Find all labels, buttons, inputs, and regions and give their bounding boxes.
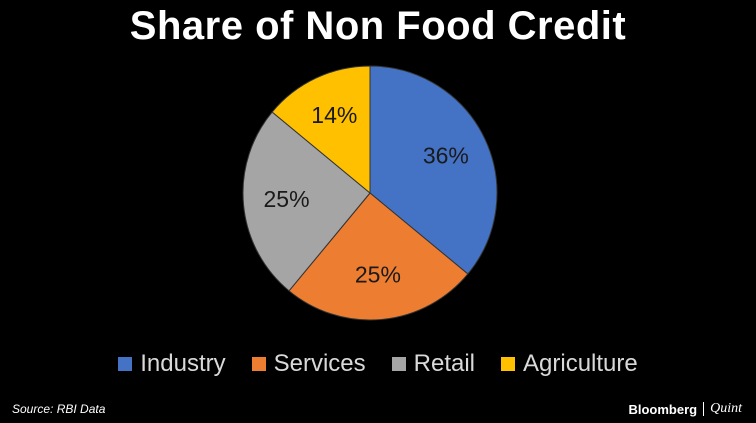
pie-slice-services bbox=[288, 192, 469, 321]
legend-item-industry: Industry bbox=[118, 350, 226, 378]
legend-label: Services bbox=[273, 350, 366, 377]
legend-swatch bbox=[391, 357, 406, 371]
legend-label: Industry bbox=[140, 350, 226, 377]
brand-bloomberg: Bloomberg bbox=[628, 401, 698, 417]
slice-label-retail: 25% bbox=[264, 186, 310, 212]
legend-swatch bbox=[118, 357, 133, 371]
legend-swatch bbox=[501, 357, 516, 371]
chart-legend: Industry Services Retail Agriculture bbox=[0, 350, 756, 378]
legend-item-services: Services bbox=[251, 350, 366, 378]
brand-divider bbox=[703, 402, 705, 416]
legend-swatch bbox=[251, 357, 266, 371]
slice-label-services: 25% bbox=[355, 262, 401, 288]
pie-slice-agriculture bbox=[271, 65, 371, 195]
source-note: Source: RBI Data bbox=[12, 402, 106, 416]
legend-label: Retail bbox=[413, 350, 476, 377]
legend-label: Agriculture bbox=[523, 350, 638, 377]
chart-title: Share of Non Food Credit bbox=[129, 4, 627, 48]
legend-item-agriculture: Agriculture bbox=[501, 350, 638, 378]
slice-label-agriculture: 14% bbox=[311, 102, 357, 128]
legend-item-retail: Retail bbox=[391, 350, 476, 378]
slice-label-industry: 36% bbox=[423, 142, 469, 168]
pie-slice-retail bbox=[242, 111, 371, 292]
pie-slice-industry bbox=[369, 65, 498, 275]
brand-logo: Bloomberg Quint bbox=[628, 401, 742, 417]
brand-quint: Quint bbox=[710, 401, 742, 416]
